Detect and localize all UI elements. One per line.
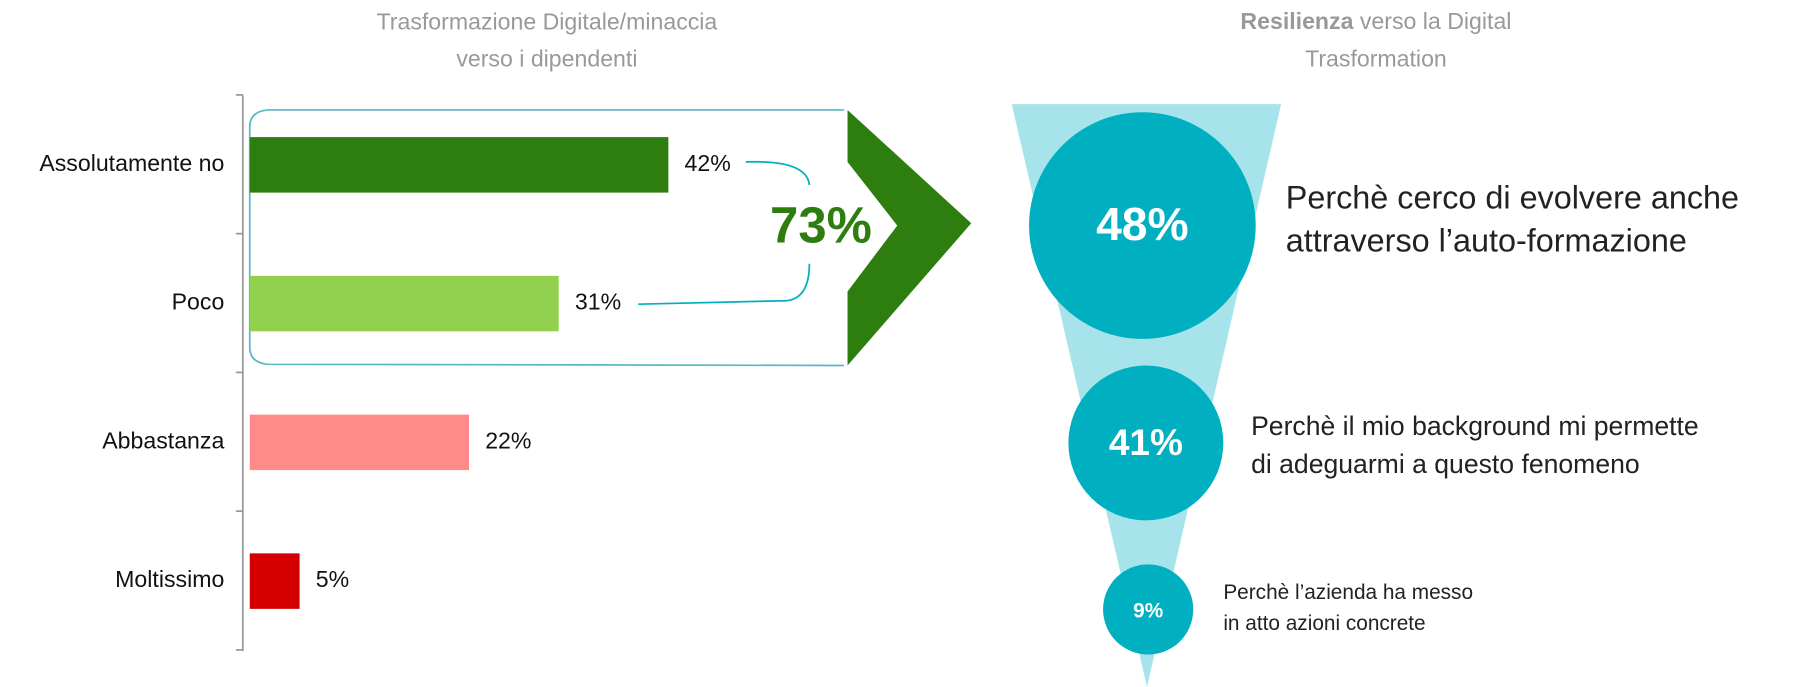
brace <box>638 263 811 306</box>
bar <box>249 553 300 609</box>
total-label: 73% <box>770 196 872 253</box>
bar <box>249 275 559 332</box>
value-label: 42% <box>685 150 731 176</box>
description: Perchè il mio background mi permette <box>1251 411 1699 441</box>
chart-title: Trasformazione Digitale/minaccia <box>377 8 718 34</box>
bar <box>249 137 669 193</box>
category-label: Moltissimo <box>115 566 224 592</box>
category-label: Poco <box>172 289 225 315</box>
bracket <box>248 109 845 367</box>
chart-title: verso i dipendenti <box>456 45 637 71</box>
category-label: Abbastanza <box>102 427 224 453</box>
description: attraverso l’auto-formazione <box>1286 222 1687 258</box>
bubble <box>1029 112 1256 339</box>
value-label: 31% <box>575 289 621 315</box>
brace <box>745 160 811 186</box>
category-label: Assolutamente no <box>39 150 224 176</box>
chart-title: Resilienza verso la Digital <box>1240 8 1511 34</box>
bubble-label: 41% <box>1109 422 1183 463</box>
bubble-label: 9% <box>1133 599 1163 622</box>
description: in atto azioni concrete <box>1223 612 1425 635</box>
arrow <box>847 109 972 366</box>
value-label: 22% <box>485 427 531 453</box>
bubble <box>1103 564 1194 655</box>
description: di adeguarmi a questo fenomeno <box>1251 449 1640 479</box>
title-text: verso la Digital <box>1360 8 1512 34</box>
bubble <box>1068 365 1224 521</box>
value-label: 5% <box>316 566 349 592</box>
description: Perchè cerco di evolvere anche <box>1286 180 1739 216</box>
title-bold: Resilienza <box>1240 8 1353 34</box>
bubble-label: 48% <box>1096 198 1189 250</box>
chart-title: Trasformation <box>1305 45 1447 71</box>
description: Perchè l’azienda ha messo <box>1223 581 1473 604</box>
bar <box>249 414 470 471</box>
